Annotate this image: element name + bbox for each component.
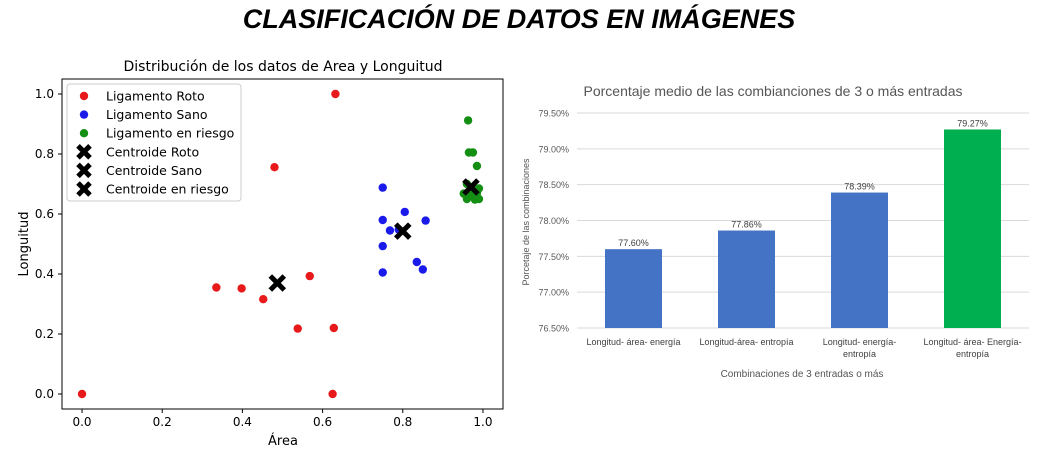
page-title: CLASIFICACIÓN DE DATOS EN IMÁGENES: [242, 4, 796, 34]
legend-marker: [76, 144, 92, 160]
scatter-point: [463, 116, 473, 125]
legend-entry-label: Ligamento Roto: [106, 89, 205, 104]
scatter-point: [412, 257, 422, 267]
scatter-point: [328, 389, 337, 399]
scatter-point: [293, 324, 302, 333]
bar-category-label: Longitud- área- Energía-: [923, 337, 1021, 347]
bar-data-label: 77.86%: [731, 220, 762, 230]
scatter-x-tick-label: 0.0: [72, 415, 91, 429]
scatter-x-tick-label: 0.4: [233, 415, 252, 429]
legend-entry-label: Centroide en riesgo: [106, 182, 229, 197]
scatter-point: [331, 89, 340, 99]
scatter-point: [329, 323, 339, 333]
bar-y-tick-label: 79.00%: [538, 144, 569, 154]
scatter-chart: Distribución de los datos de Area y Long…: [17, 59, 504, 449]
scatter-point: [77, 389, 87, 399]
scatter-x-axis-label: Área: [268, 433, 298, 449]
legend-marker: [79, 129, 89, 138]
scatter-point: [421, 216, 430, 225]
scatter-point: [472, 161, 482, 171]
scatter-y-axis-label: Longuitud: [17, 212, 32, 277]
scatter-plot-frame: [61, 78, 504, 410]
bar-x-axis-label: Combinaciones de 3 entradas o más: [721, 369, 884, 380]
scatter-point: [259, 295, 268, 304]
legend-box: [66, 83, 242, 202]
scatter-point: [468, 148, 478, 157]
bar-y-tick-label: 78.50%: [538, 180, 569, 190]
centroid-marker: [394, 222, 412, 240]
scatter-y-tick-label: 0.4: [35, 267, 54, 281]
scatter-legend: Ligamento Roto Ligamento Sano Ligamento en…: [66, 83, 242, 202]
scatter-point: [378, 241, 387, 251]
scatter-point: [305, 271, 314, 281]
scatter-point: [418, 265, 428, 274]
legend-marker: [76, 181, 92, 197]
scatter-chart-title: Distribución de los datos de Area y Long…: [124, 59, 443, 75]
scatter-y-tick-label: 1.0: [35, 87, 54, 101]
legend-entry-label: Ligamento Sano: [106, 107, 208, 122]
scatter-x-tick-label: 0.6: [313, 415, 332, 429]
bar-y-tick-label: 77.50%: [538, 252, 569, 262]
bar: [605, 249, 662, 328]
bar-data-label: 77.60%: [618, 238, 649, 248]
scatter-y-tick-label: 0.8: [35, 147, 54, 161]
scatter-x-tick-label: 0.2: [153, 415, 172, 429]
bar-data-label: 79.27%: [957, 118, 988, 128]
scatter-point: [378, 183, 387, 192]
centroid-marker: [268, 274, 287, 292]
bar: [831, 192, 888, 328]
scatter-point: [378, 268, 387, 277]
bar: [718, 230, 775, 328]
legend-marker: [79, 110, 89, 119]
scatter-y-tick-label: 0.6: [35, 207, 54, 221]
bar-chart: Porcentaje medio de las combianciones de…: [521, 83, 1029, 380]
bar: [944, 129, 1001, 328]
legend-entry-label: Ligamento en riesgo: [106, 126, 234, 141]
scatter-point: [212, 283, 221, 292]
scatter-point: [474, 194, 484, 204]
scatter-y-tick-label: 0.2: [35, 327, 54, 341]
scatter-point: [378, 215, 387, 225]
bar-y-axis-label: Porcetaje de las combinaciones: [521, 158, 531, 286]
bar-category-label: entropía: [956, 349, 989, 359]
scatter-point: [237, 284, 246, 293]
bar-y-tick-label: 77.00%: [538, 288, 569, 298]
bar-data-label: 78.39%: [844, 182, 875, 192]
bar-y-tick-label: 78.00%: [538, 216, 569, 226]
scatter-point: [270, 163, 279, 172]
bar-category-label: Longitud-área- entropía: [699, 337, 793, 347]
legend-entry-label: Centroide Roto: [106, 144, 199, 159]
scatter-y-tick-label: 0.0: [35, 387, 54, 401]
bar-y-tick-label: 79.50%: [538, 109, 569, 119]
legend-marker: [79, 91, 89, 101]
bar-y-tick-label: 76.50%: [538, 324, 569, 334]
scatter-x-tick-label: 1.0: [473, 415, 492, 429]
centroid-marker: [462, 178, 480, 196]
scatter-point: [385, 226, 395, 235]
bar-category-label: entropía: [843, 349, 876, 359]
scatter-point: [400, 207, 409, 217]
scatter-x-tick-label: 0.8: [393, 415, 412, 429]
legend-marker: [76, 162, 92, 179]
bar-chart-title: Porcentaje medio de las combianciones de…: [584, 83, 963, 99]
bar-category-label: Longitud- área- energía: [586, 337, 680, 347]
legend-entry-label: Centroide Sano: [106, 163, 202, 178]
bar-category-label: Longitud- energía-: [823, 337, 897, 347]
